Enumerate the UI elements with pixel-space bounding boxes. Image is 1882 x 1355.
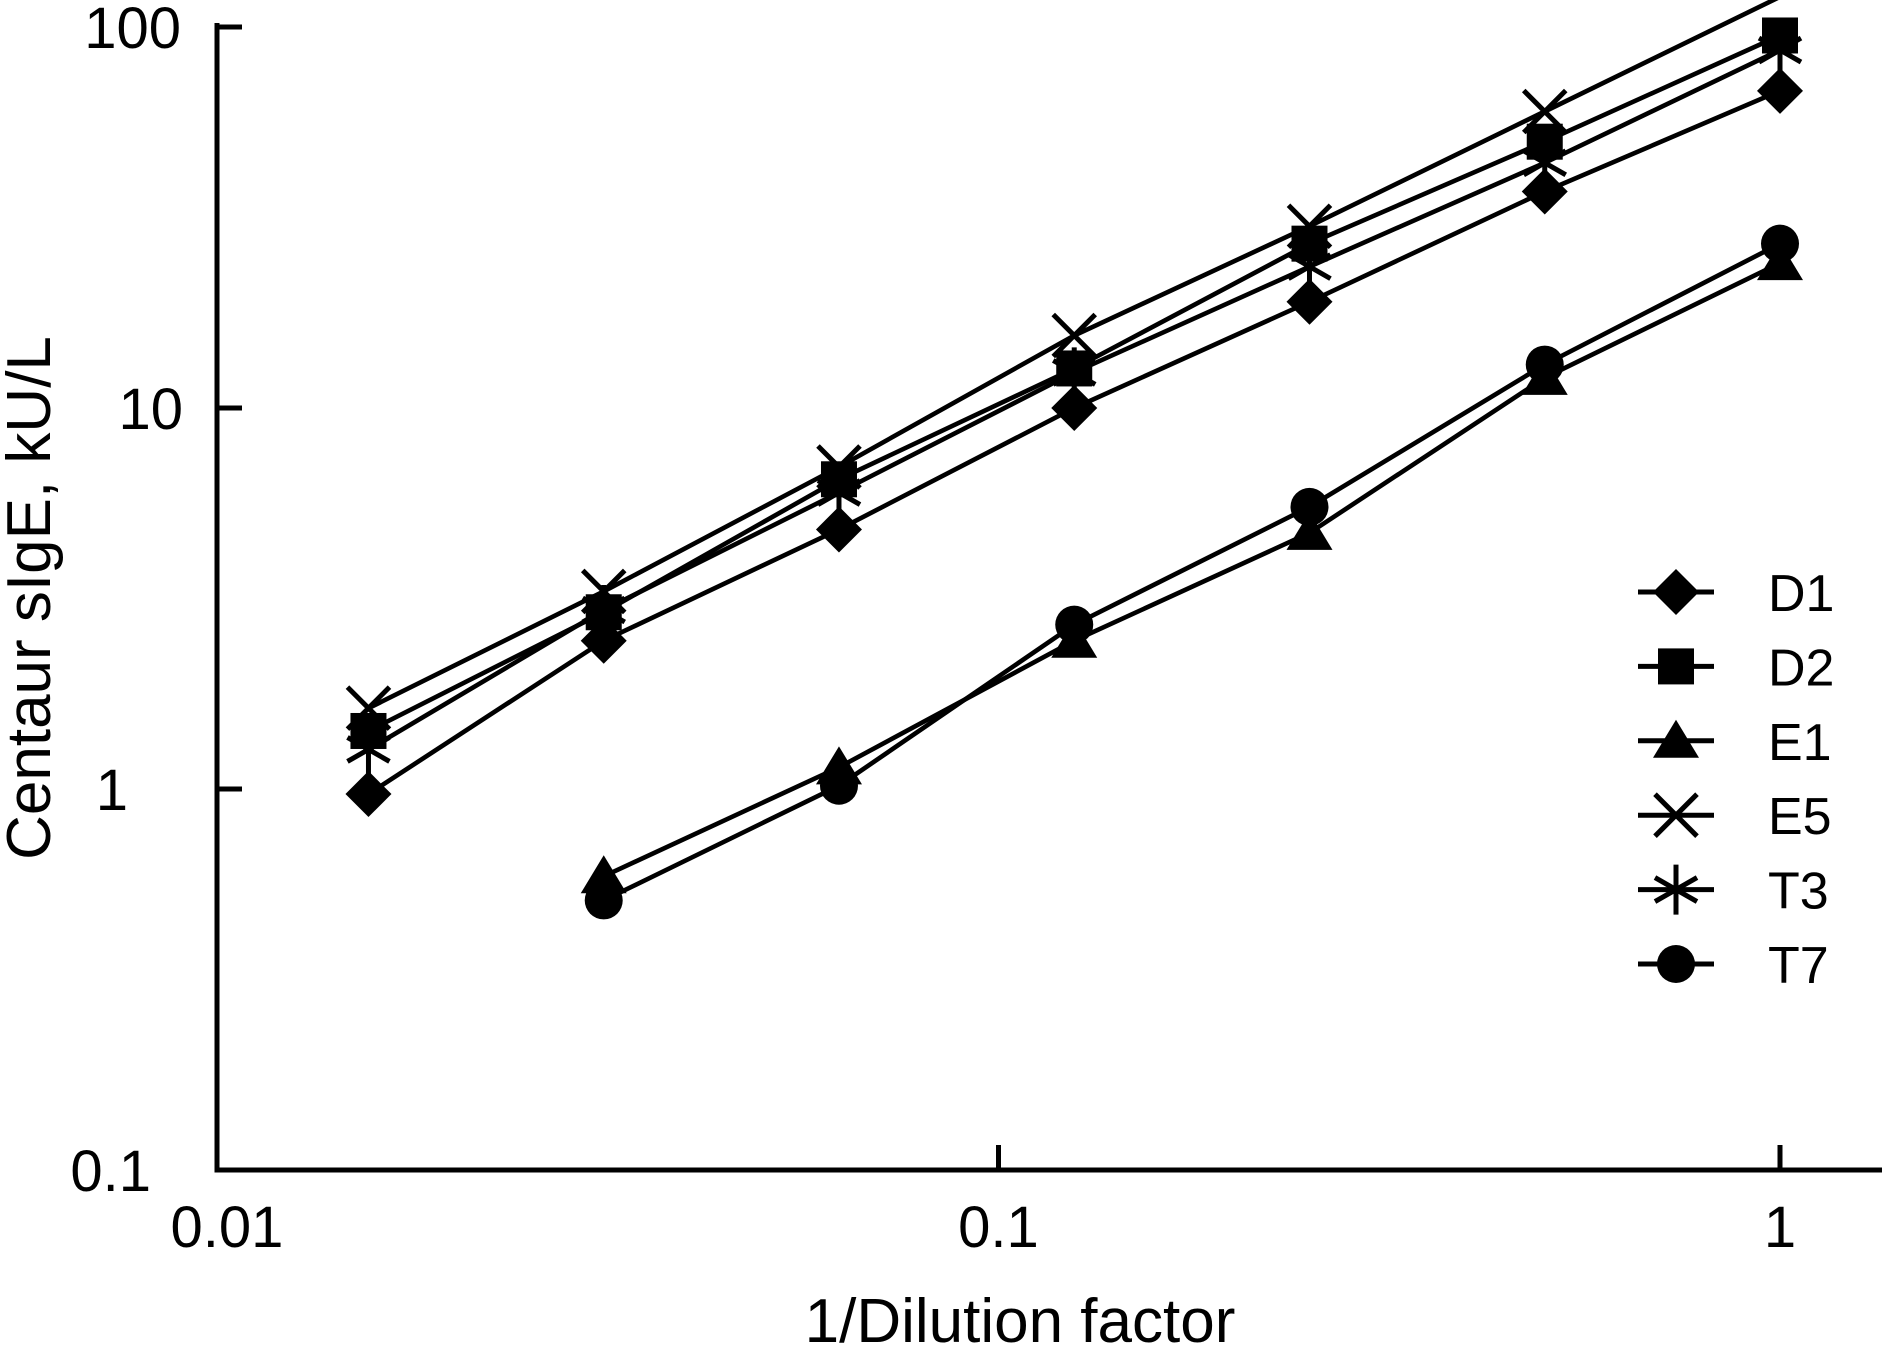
legend-label-T7: T7: [1768, 937, 1829, 995]
circle-marker: [1525, 345, 1564, 384]
asterisk-marker: [346, 724, 391, 775]
series-T7-line: [602, 241, 1782, 903]
tick-labels: 0.01 0.1 1 0.1 1 10 100: [70, 0, 1796, 1260]
legend-item-D1: D1: [1638, 565, 1834, 623]
x-marker: [816, 444, 862, 490]
y-tick-label-10: 10: [118, 377, 183, 442]
asterisk-marker: [1051, 347, 1097, 398]
y-axis-title: Centaur sIgE, kU/L: [0, 336, 64, 860]
diamond-marker: [345, 771, 392, 818]
x-tick-label-1: 1: [1764, 1195, 1796, 1260]
diamond-marker: [1051, 385, 1098, 431]
y-tick-label-100: 100: [84, 0, 181, 61]
series-layer: [345, 0, 1803, 920]
diamond-marker: [815, 506, 862, 553]
legend-item-T7: T7: [1638, 937, 1829, 995]
x-tick-label-0.1: 0.1: [958, 1195, 1039, 1260]
x-marker: [1051, 312, 1098, 359]
circle-marker: [1290, 487, 1329, 526]
circle-marker: [584, 881, 623, 920]
series-E5-markers: [345, 88, 1568, 731]
circle-marker: [1055, 605, 1094, 644]
asterisk-marker: [1757, 25, 1803, 76]
y-tick-label-0.1: 0.1: [70, 1139, 151, 1204]
legend-label-D2: D2: [1768, 639, 1834, 697]
legend-marker-D1-diamond-icon: [1653, 569, 1699, 615]
legend-label-D1: D1: [1768, 565, 1834, 623]
series-D1-line: [367, 88, 1781, 796]
legend-marker-T3-asterisk-icon: [1653, 864, 1699, 915]
asterisk-marker: [1287, 241, 1332, 292]
legend-item-E5: E5: [1638, 788, 1832, 846]
legend-marker-E5-x-icon: [1653, 792, 1699, 838]
triangle-marker: [580, 855, 627, 894]
series-E1-line: [602, 261, 1782, 879]
legend-marker-T7-circle-icon: [1657, 945, 1695, 983]
asterisk-marker: [1522, 137, 1567, 188]
diamond-marker: [1521, 168, 1568, 215]
circle-marker: [1761, 224, 1799, 263]
legend: D1 D2 E1 E5 T3 T7: [1638, 565, 1834, 995]
x-marker: [345, 685, 392, 731]
triangle-marker: [1286, 511, 1333, 550]
legend-label-E1: E1: [1768, 714, 1832, 772]
legend-item-E1: E1: [1638, 714, 1832, 772]
series-T3-markers: [346, 25, 1803, 775]
diamond-marker: [1757, 67, 1803, 114]
legend-label-T3: T3: [1768, 863, 1829, 921]
x-marker: [1286, 203, 1333, 249]
asterisk-marker: [581, 584, 626, 635]
legend-item-D2: D2: [1638, 639, 1834, 697]
series-D1-markers: [345, 67, 1803, 818]
x-marker: [1521, 88, 1568, 135]
circle-marker: [819, 766, 858, 805]
x-tick-label-0.01: 0.01: [171, 1195, 284, 1260]
axis-lines: [214, 23, 1882, 1173]
legend-marker-E1-triangle-icon: [1653, 719, 1699, 758]
diamond-marker: [1286, 278, 1333, 325]
legend-label-E5: E5: [1768, 788, 1832, 846]
legend-item-T3: T3: [1638, 863, 1829, 921]
y-tick-label-1: 1: [96, 758, 128, 823]
series-T7-markers: [584, 224, 1799, 920]
axes: [214, 23, 1882, 1173]
legend-marker-D2-square-icon: [1658, 648, 1694, 685]
asterisk-marker: [816, 467, 862, 518]
x-axis-title: 1/Dilution factor: [805, 1287, 1236, 1355]
